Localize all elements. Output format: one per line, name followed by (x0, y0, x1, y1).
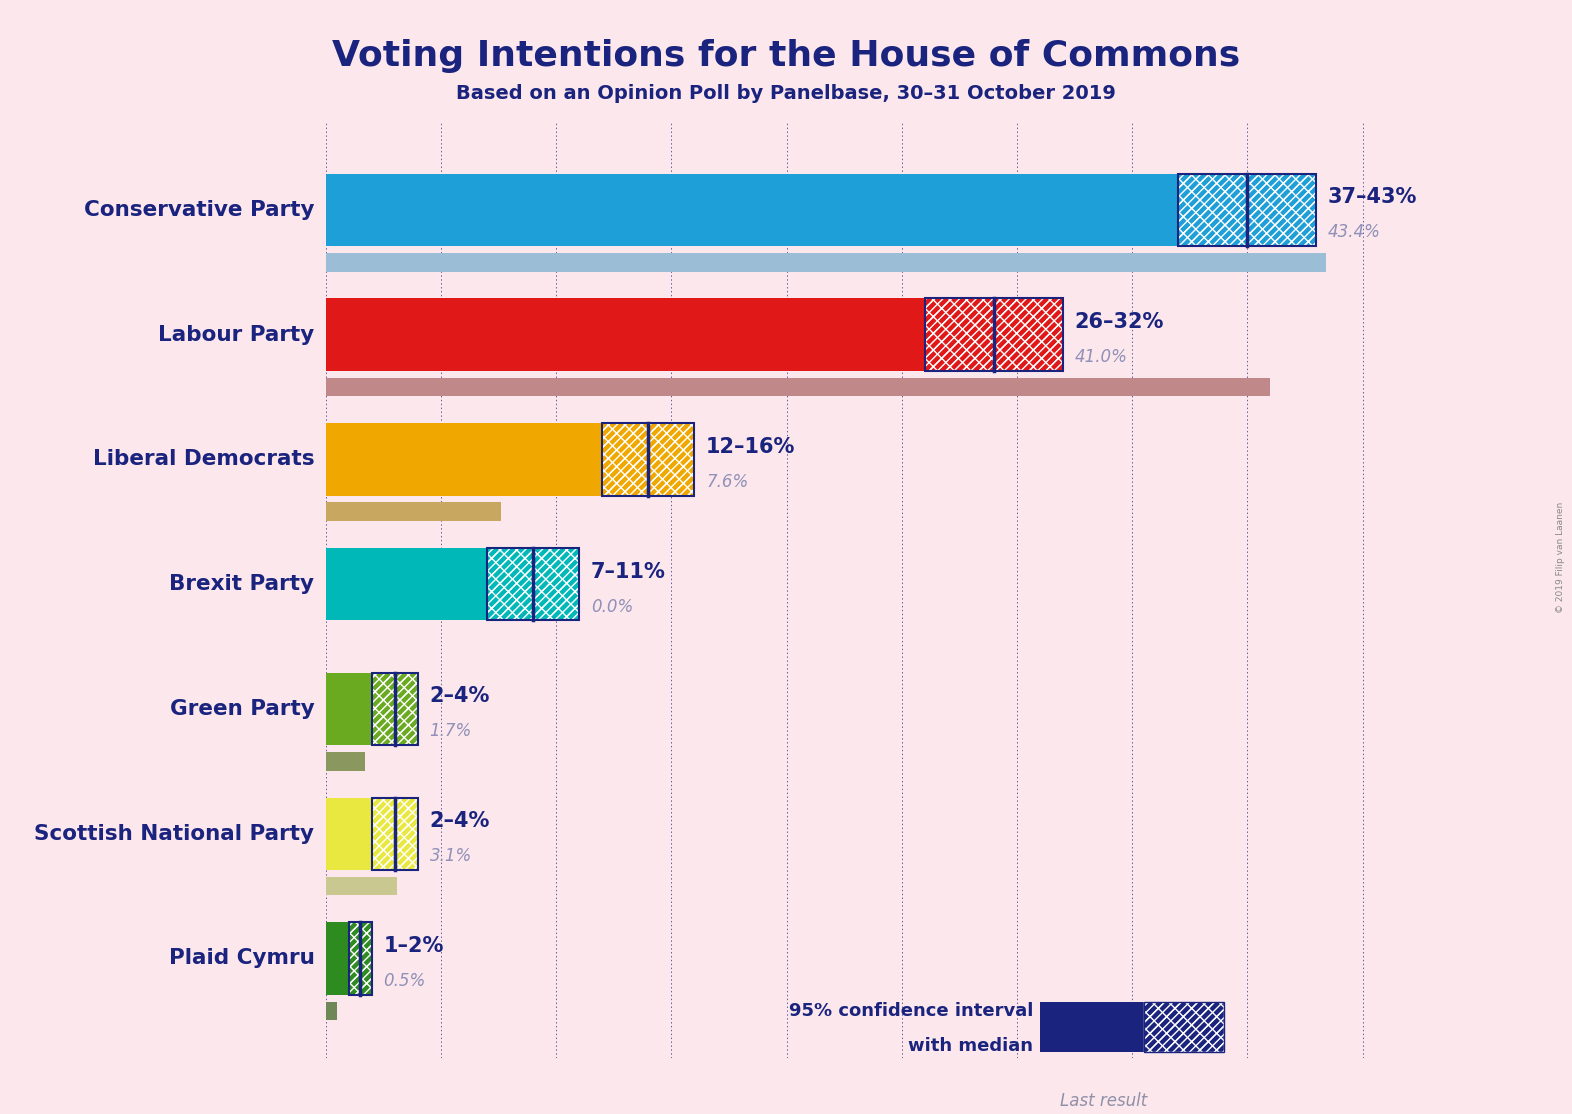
Bar (1144, 1003, 1225, 1052)
Bar (349, 922, 373, 995)
Bar (1041, 1059, 1166, 1077)
Bar (924, 299, 1063, 371)
Bar (373, 798, 418, 870)
Bar (373, 673, 418, 745)
Bar (325, 378, 1270, 397)
Text: 37–43%: 37–43% (1328, 187, 1418, 207)
Bar (1179, 174, 1316, 246)
Bar (1144, 1003, 1225, 1052)
Bar (1179, 174, 1316, 246)
Bar (325, 253, 1325, 272)
Bar (602, 423, 695, 496)
Bar (602, 423, 695, 496)
Text: Green Party: Green Party (170, 698, 314, 719)
Text: 7–11%: 7–11% (591, 561, 665, 582)
Bar (349, 922, 373, 995)
Bar (373, 798, 418, 870)
Text: 43.4%: 43.4% (1328, 223, 1380, 242)
Text: 1.7%: 1.7% (429, 722, 472, 741)
Text: Labour Party: Labour Party (159, 324, 314, 344)
Bar (487, 548, 580, 620)
Bar (325, 502, 501, 521)
Bar (325, 1001, 338, 1020)
Bar (1144, 1003, 1225, 1052)
Bar (602, 423, 695, 496)
Bar (349, 922, 373, 995)
Text: Plaid Cymru: Plaid Cymru (168, 948, 314, 968)
Text: Scottish National Party: Scottish National Party (35, 823, 314, 843)
Text: 3.1%: 3.1% (429, 847, 472, 866)
Bar (1144, 1003, 1225, 1052)
Text: 26–32%: 26–32% (1075, 312, 1163, 332)
Bar (325, 299, 924, 371)
Text: Based on an Opinion Poll by Panelbase, 30–31 October 2019: Based on an Opinion Poll by Panelbase, 3… (456, 84, 1116, 102)
Bar (487, 548, 580, 620)
Bar (373, 798, 418, 870)
Bar (373, 673, 418, 745)
Text: with median: with median (909, 1037, 1033, 1055)
Text: Conservative Party: Conservative Party (83, 199, 314, 219)
Text: 0.5%: 0.5% (384, 971, 426, 990)
Text: 0.0%: 0.0% (591, 597, 634, 616)
Bar (1041, 1003, 1144, 1052)
Bar (325, 798, 373, 870)
Bar (1179, 174, 1316, 246)
Text: 2–4%: 2–4% (429, 686, 490, 706)
Text: © 2019 Filip van Laanen: © 2019 Filip van Laanen (1556, 501, 1566, 613)
Bar (325, 877, 398, 896)
Text: Last result: Last result (1060, 1092, 1148, 1110)
Bar (325, 673, 373, 745)
Bar (325, 174, 1179, 246)
Bar (1179, 174, 1316, 246)
Text: 7.6%: 7.6% (706, 472, 748, 491)
Bar (602, 423, 695, 496)
Text: 12–16%: 12–16% (706, 437, 795, 457)
Bar (325, 752, 365, 771)
Bar (924, 299, 1063, 371)
Bar (325, 548, 487, 620)
Bar (373, 798, 418, 870)
Bar (373, 673, 418, 745)
Bar (349, 922, 373, 995)
Bar (487, 548, 580, 620)
Text: 1–2%: 1–2% (384, 936, 443, 956)
Bar (924, 299, 1063, 371)
Bar (373, 673, 418, 745)
Bar (487, 548, 580, 620)
Text: Voting Intentions for the House of Commons: Voting Intentions for the House of Commo… (332, 39, 1240, 74)
Text: 2–4%: 2–4% (429, 811, 490, 831)
Bar (325, 922, 349, 995)
Bar (325, 423, 602, 496)
Text: Brexit Party: Brexit Party (170, 574, 314, 594)
Text: 41.0%: 41.0% (1075, 348, 1127, 367)
Text: 95% confidence interval: 95% confidence interval (789, 1001, 1033, 1020)
Text: Liberal Democrats: Liberal Democrats (93, 449, 314, 469)
Bar (924, 299, 1063, 371)
